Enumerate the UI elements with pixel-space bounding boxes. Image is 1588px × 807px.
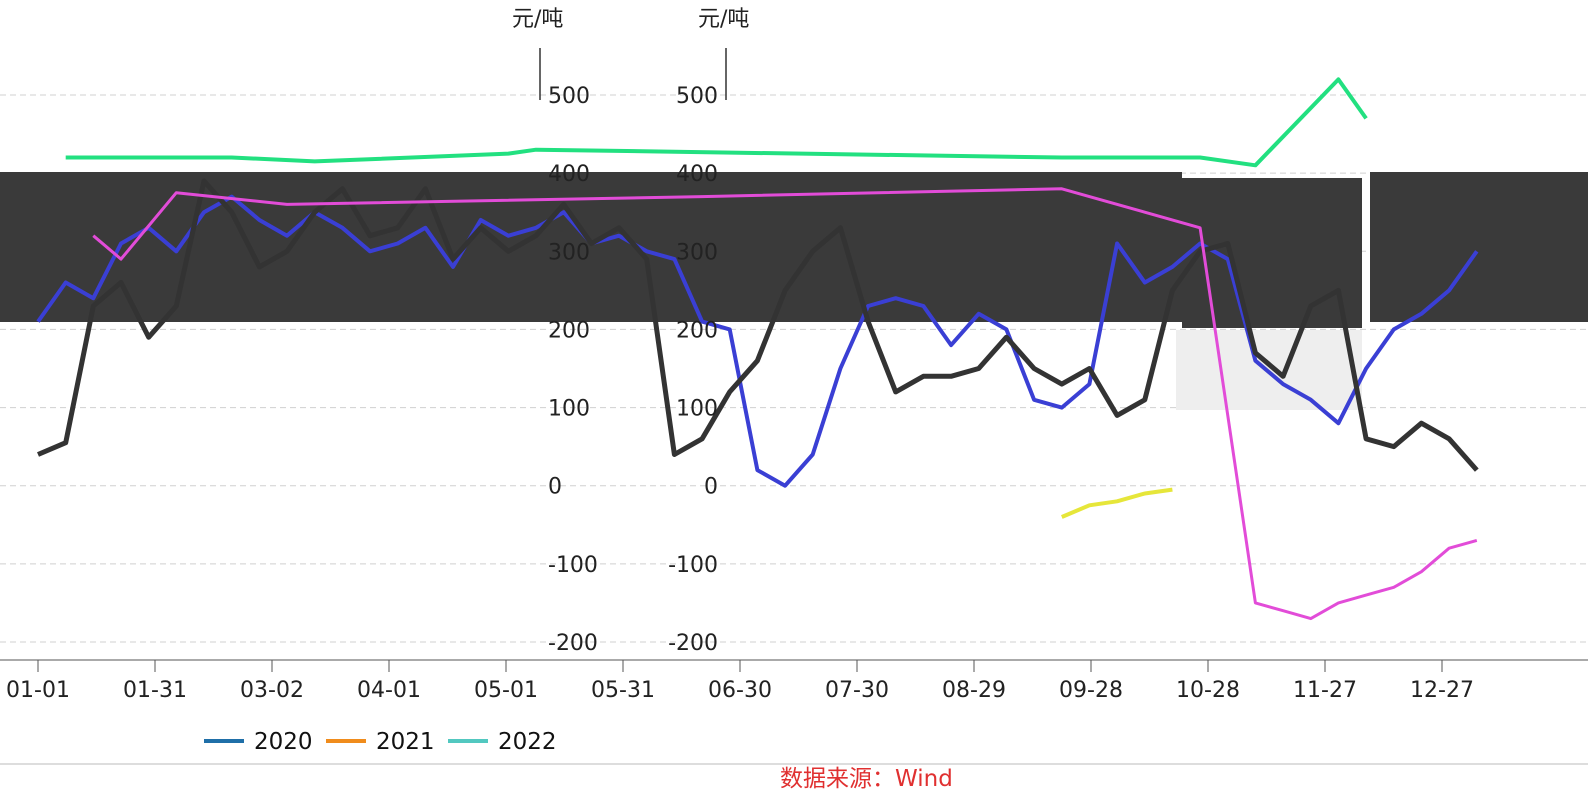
x-tick-label: 05-01 [474, 678, 538, 703]
x-tick-label: 01-01 [6, 678, 70, 703]
right-y-tick-label: 200 [676, 318, 718, 343]
series-line-green [65, 77, 1368, 168]
x-tick-label: 10-28 [1176, 678, 1240, 703]
left-y-tick-label: -100 [548, 553, 598, 578]
legend-label: 2021 [376, 729, 435, 755]
series-line-blue [36, 194, 1479, 488]
left-y-tick-label: 100 [548, 397, 590, 422]
left-y-tick-label: 500 [548, 84, 590, 109]
x-tick-label: 09-28 [1059, 678, 1123, 703]
series-line-black [37, 178, 1479, 472]
x-tick-label: 07-30 [825, 678, 889, 703]
left-y-unit: 元/吨 [512, 7, 563, 32]
x-tick-labels: 01-01 01-31 03-02 04-01 05-01 05-31 06-30 07-30… [0, 659, 1588, 703]
left-y-tick-label: 400 [548, 162, 590, 187]
series-line-magenta [92, 187, 1478, 621]
right-y-tick-label: 400 [676, 162, 718, 187]
legend-label: 2022 [498, 729, 557, 755]
dark-band-left [0, 172, 1182, 322]
left-y-tick-label: 200 [548, 318, 590, 343]
source-note: 数据来源：Wind [780, 766, 953, 792]
series-lines [36, 77, 1479, 621]
left-y-tick-label: -200 [548, 631, 598, 656]
dark-overlay-bands [0, 172, 1588, 410]
x-tick-label: 03-02 [240, 678, 304, 703]
right-y-tick-label: -200 [668, 631, 718, 656]
right-y-tick-label: -100 [668, 553, 718, 578]
right-y-unit: 元/吨 [698, 7, 749, 32]
dark-band-mid [1182, 178, 1362, 328]
left-y-tick-label: 300 [548, 240, 590, 265]
axes: 元/吨 元/吨 [512, 7, 749, 100]
series-line-yellow [1061, 487, 1173, 519]
dark-band-right [1370, 172, 1588, 322]
y-tick-labels: 500 500 400 400 300 300 200 200 100 100 0 0 -100 -100… [548, 84, 718, 656]
legend-label: 2020 [254, 729, 313, 755]
x-tick-label: 05-31 [591, 678, 655, 703]
legend: 2020 2021 2022 [204, 729, 557, 755]
left-y-tick-label: 0 [548, 475, 562, 500]
x-tick-label: 11-27 [1293, 678, 1357, 703]
right-y-tick-label: 300 [676, 240, 718, 265]
x-tick-label: 06-30 [708, 678, 772, 703]
x-tick-label: 01-31 [123, 678, 187, 703]
x-tick-label: 04-01 [357, 678, 421, 703]
right-y-tick-label: 100 [676, 397, 718, 422]
x-tick-label: 08-29 [942, 678, 1006, 703]
right-y-tick-label: 0 [704, 475, 718, 500]
right-y-tick-label: 500 [676, 84, 718, 109]
x-tick-label: 12-27 [1410, 678, 1474, 703]
